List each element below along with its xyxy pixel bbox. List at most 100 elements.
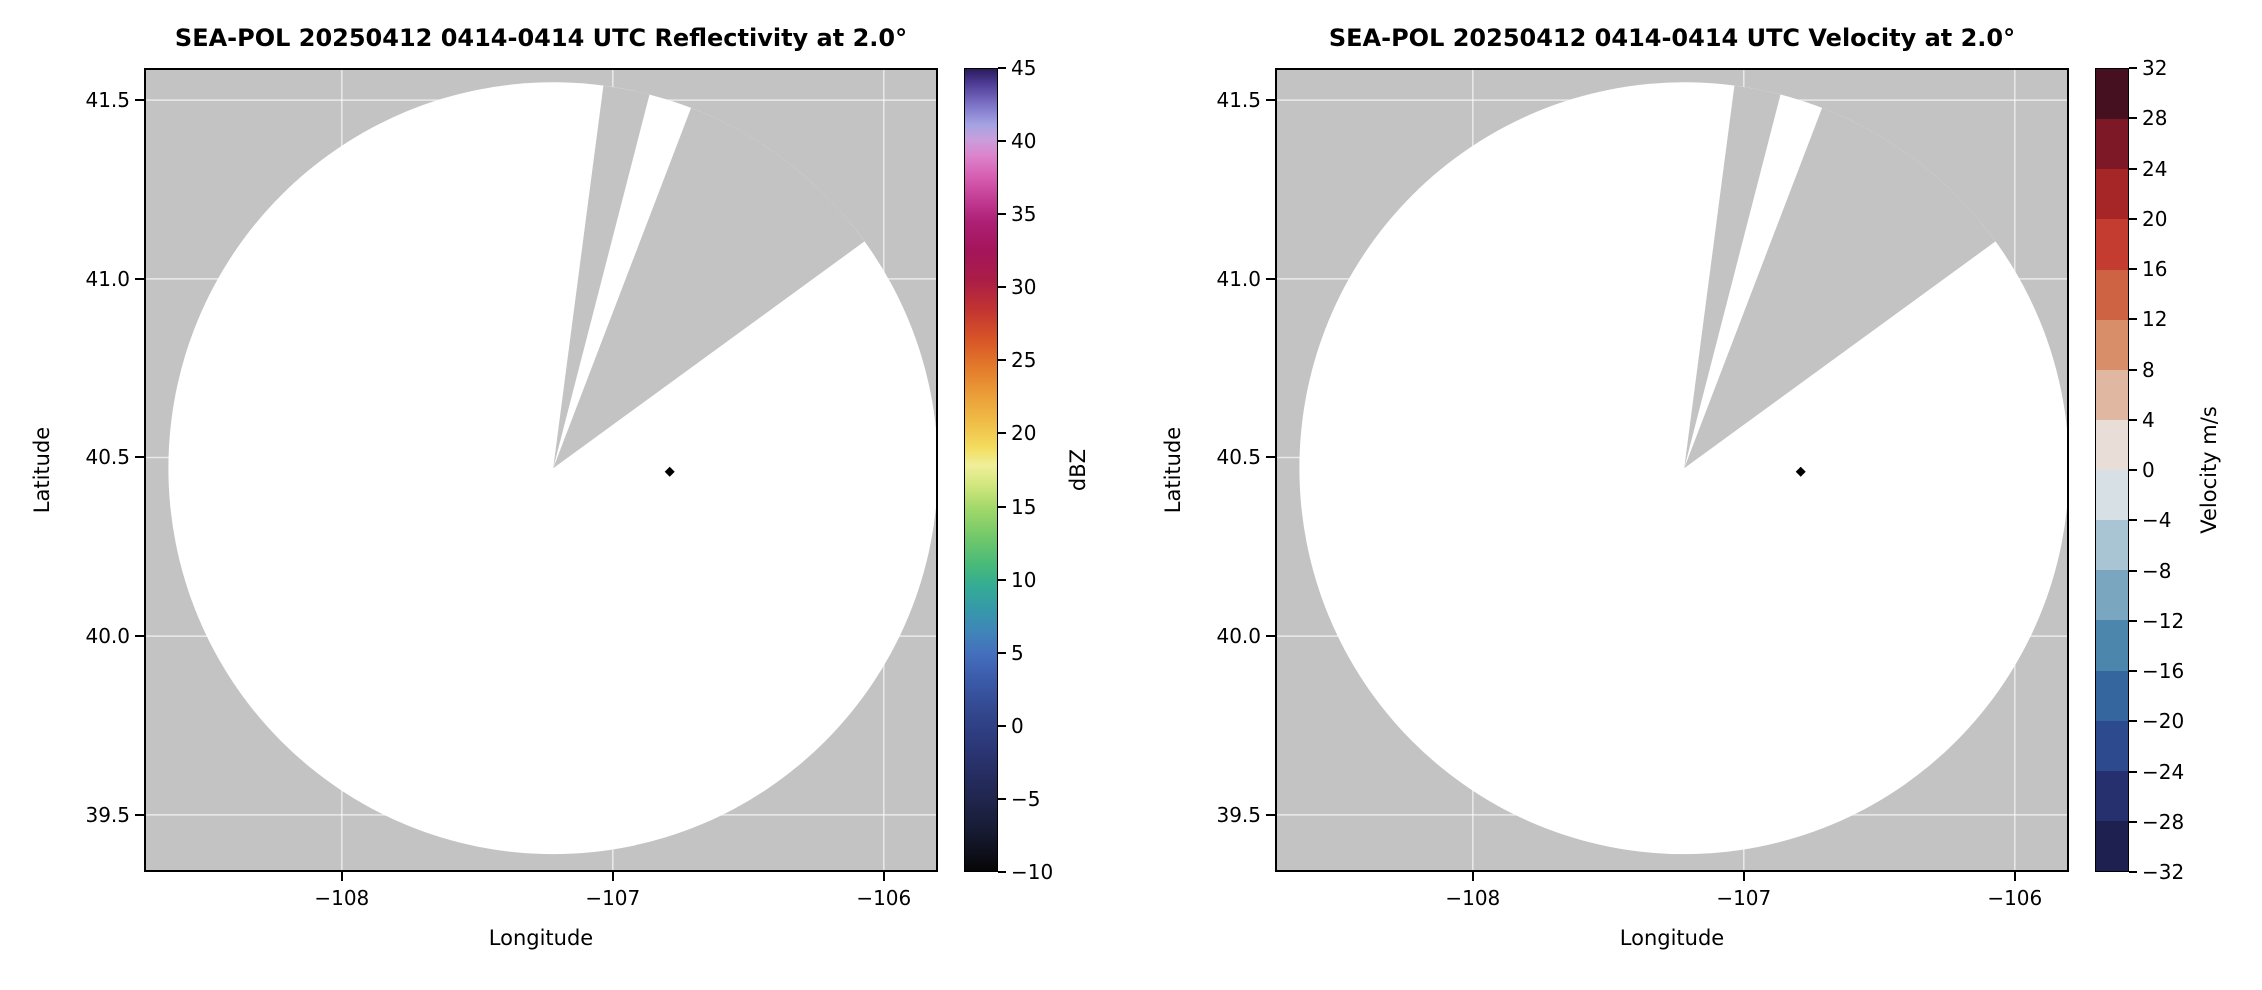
colorbar-segment [2096,769,2128,821]
colorbar-tick-mark [2129,167,2137,170]
colorbar-tick-mark [2129,820,2137,823]
colorbar-segment [2096,418,2128,470]
colorbar-tick-label: 24 [2142,156,2168,181]
y-tick-label: 41.5 [85,88,130,113]
colorbar-tick-mark [998,286,1006,289]
colorbar-tick-label: 10 [1011,567,1037,592]
colorbar-tick-label: −8 [2142,558,2172,583]
colorbar-tick-label: 45 [1011,56,1037,80]
colorbar-tick-mark [998,651,1006,654]
colorbar-tick-mark [2129,469,2137,471]
colorbar-segment [2096,518,2128,571]
colorbar-tick-label: 8 [2142,357,2155,382]
colorbar-tick-mark [998,359,1006,362]
colorbar-tick-label: 35 [1011,202,1037,227]
colorbar-tick-label: −24 [2142,759,2185,784]
colorbar-tick-mark [2129,67,2137,69]
x-tick-label: −107 [1716,886,1772,910]
colorbar-tick-label: 0 [1011,713,1024,738]
y-tick-label: 41.0 [85,266,130,291]
colorbar-tick-mark [2129,217,2137,220]
x-tick-mark [1471,872,1474,881]
x-tick-label: −108 [314,886,370,910]
colorbar-tick-label: 28 [2142,106,2168,131]
y-tick-label: 39.5 [1216,802,1261,827]
colorbar-tick-label: −32 [2142,860,2185,884]
colorbar-segment [2096,69,2128,120]
y-tick-label: 41.0 [1216,266,1261,291]
x-tick-label: −108 [1445,886,1501,910]
colorbar-tick-label: −20 [2142,709,2185,734]
colorbar-label: Velocity m/s [2197,406,2221,534]
colorbar-tick-mark [998,578,1006,581]
colorbar-tick-mark [998,871,1006,873]
y-tick-mark [1266,813,1275,816]
y-tick-mark [1266,99,1275,102]
colorbar-tick-mark [2129,720,2137,723]
colorbar-tick-mark [998,724,1006,727]
y-tick-mark [1266,277,1275,280]
colorbar-segment [2096,167,2128,220]
y-tick-mark [135,277,144,280]
y-tick-label: 41.5 [1216,88,1261,113]
colorbar-tick-label: 25 [1011,348,1037,373]
y-tick-label: 40.0 [1216,624,1261,649]
site-marker [1795,466,1806,477]
x-axis-label: Longitude [488,926,594,950]
colorbar-tick-label: −10 [1011,860,1054,884]
plot-title: SEA-POL 20250412 0414-0414 UTC Velocity … [1328,24,2016,52]
y-tick-mark [135,99,144,102]
y-tick-label: 40.5 [1216,445,1261,470]
y-axis-label: Latitude [30,426,54,514]
colorbar-tick-label: 40 [1011,129,1037,154]
colorbar-tick-label: −5 [1011,786,1041,811]
site-marker [664,466,675,477]
colorbar-label: dBZ [1066,448,1090,492]
colorbar-segment [2096,468,2128,521]
colorbar-tick-label: 4 [2142,407,2155,432]
colorbar-tick-mark [2129,670,2137,672]
y-tick-mark [135,635,144,638]
radar-ppi-plot [1275,68,2069,872]
colorbar-segment [2096,267,2128,320]
colorbar-tick-label: 16 [2142,257,2168,281]
colorbar-tick-label: −4 [2142,508,2172,533]
colorbar-velocity [2095,68,2129,872]
x-tick-label: −106 [856,886,912,910]
colorbar-tick-label: 32 [2142,56,2168,80]
panel-velocity: SEA-POL 20250412 0414-0414 UTC Velocity … [1131,0,2262,990]
colorbar-tick-mark [2129,569,2137,572]
colorbar-segment [2096,217,2128,270]
colorbar-segment [2096,568,2128,621]
colorbar-segment [2096,668,2128,721]
plot-title: SEA-POL 20250412 0414-0414 UTC Reflectiv… [174,24,908,52]
y-tick-mark [135,456,144,459]
colorbar-tick-label: 20 [2142,206,2168,231]
y-axis-label: Latitude [1161,426,1185,514]
colorbar-segment [2096,618,2128,671]
colorbar-segment [2096,318,2128,370]
colorbar-tick-mark [2129,871,2137,873]
colorbar-tick-label: 0 [2142,458,2155,482]
colorbar-tick-mark [2129,268,2137,270]
colorbar-tick-label: 5 [1011,640,1024,665]
colorbar-tick-mark [2129,368,2137,371]
x-axis-label: Longitude [1619,926,1725,950]
colorbar-segment [2096,819,2128,871]
colorbar-tick-mark [2129,519,2137,522]
y-tick-label: 40.0 [85,624,130,649]
colorbar-segment [2096,719,2128,771]
colorbar-tick-mark [2129,117,2137,120]
colorbar-dbz [964,68,998,872]
colorbar-tick-mark [2129,770,2137,773]
colorbar-tick-mark [998,797,1006,800]
x-tick-mark [882,872,885,881]
x-tick-mark [611,872,614,881]
colorbar-tick-mark [998,505,1006,508]
colorbar-tick-label: 20 [1011,421,1037,446]
radar-ppi-plot [144,68,938,872]
y-tick-label: 40.5 [85,445,130,470]
colorbar-tick-label: −12 [2142,608,2185,633]
y-tick-mark [135,813,144,816]
